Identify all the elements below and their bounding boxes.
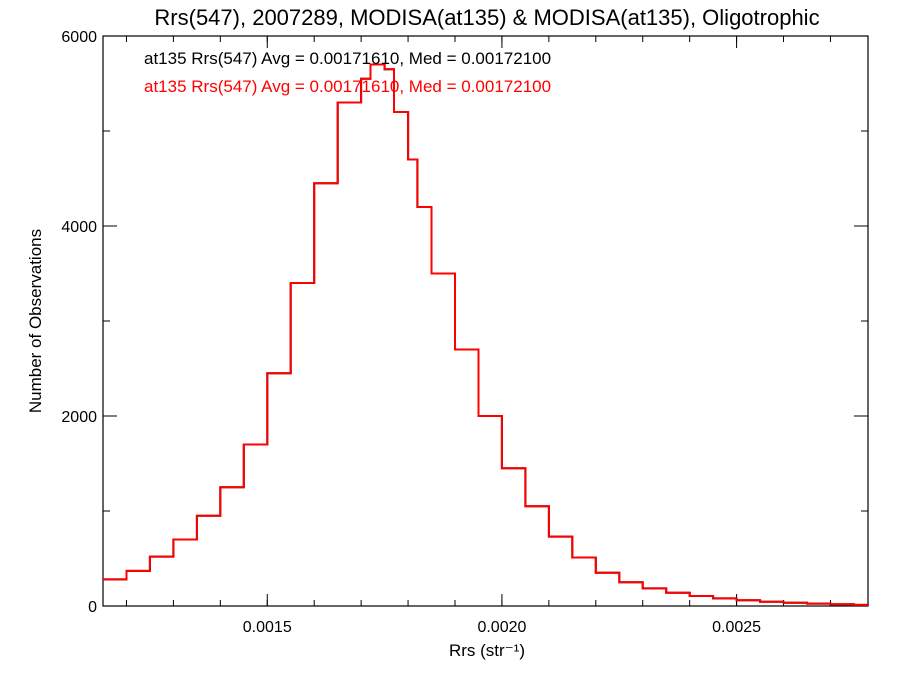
y-tick-label: 2000 [61, 409, 97, 426]
x-tick-label: 0.0020 [477, 619, 526, 636]
x-axis-label: Rrs (str⁻¹) [449, 641, 525, 660]
series-line-0 [103, 63, 869, 606]
legend-entry-0: at135 Rrs(547) Avg = 0.00171610, Med = 0… [144, 49, 551, 68]
series-line-1 [103, 63, 869, 606]
legend: at135 Rrs(547) Avg = 0.00171610, Med = 0… [144, 49, 551, 96]
y-axis-label: Number of Observations [26, 229, 45, 413]
legend-entry-1: at135 Rrs(547) Avg = 0.00171610, Med = 0… [144, 77, 551, 96]
chart-title: Rrs(547), 2007289, MODISA(at135) & MODIS… [154, 5, 819, 30]
x-tick-label: 0.0015 [243, 619, 292, 636]
y-tick-label: 0 [88, 599, 97, 616]
series-layer [103, 63, 869, 606]
y-tick-label: 4000 [61, 219, 97, 236]
axes: 0.0015 0.0020 0.0025 0 2000 4000 6000 [61, 29, 868, 636]
x-tick-label: 0.0025 [712, 619, 761, 636]
y-tick-label: 6000 [61, 29, 97, 46]
plot-frame [102, 35, 869, 607]
